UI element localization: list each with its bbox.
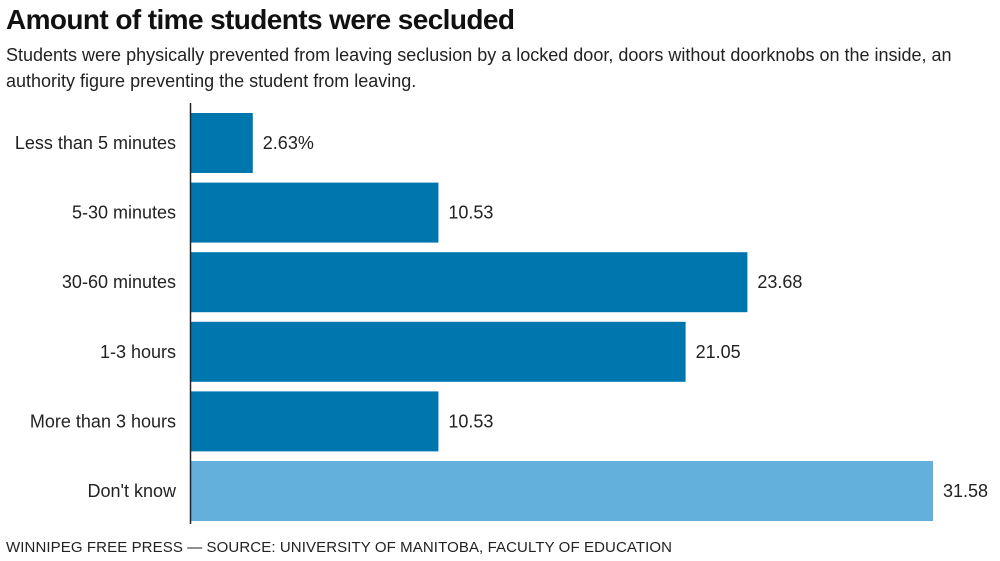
value-label-3: 21.05	[696, 342, 741, 362]
category-label-1: 5-30 minutes	[72, 203, 176, 223]
source-credit: WINNIPEG FREE PRESS — SOURCE: UNIVERSITY…	[6, 539, 673, 556]
chart-title: Amount of time students were secluded	[6, 4, 515, 35]
value-label-0: 2.63%	[263, 133, 314, 153]
category-label-0: Less than 5 minutes	[15, 133, 176, 153]
bar-0	[191, 113, 253, 173]
bar-4	[191, 391, 439, 452]
category-label-3: 1-3 hours	[100, 342, 176, 362]
category-label-2: 30-60 minutes	[62, 272, 176, 292]
value-label-5: 31.58	[943, 481, 988, 501]
bar-3	[191, 321, 686, 382]
chart-subtitle: Students were physically prevented from …	[6, 45, 952, 91]
bars-layer: Less than 5 minutes 2.63% 5-30 minutes 10.5…	[15, 113, 988, 521]
category-label-4: More than 3 hours	[30, 411, 176, 431]
value-label-4: 10.53	[448, 411, 493, 431]
value-label-2: 23.68	[757, 272, 802, 292]
bar-2	[191, 252, 748, 313]
bar-5	[191, 461, 933, 521]
bar-1	[191, 182, 439, 243]
value-label-1: 10.53	[448, 203, 493, 223]
category-label-5: Don't know	[88, 481, 177, 501]
